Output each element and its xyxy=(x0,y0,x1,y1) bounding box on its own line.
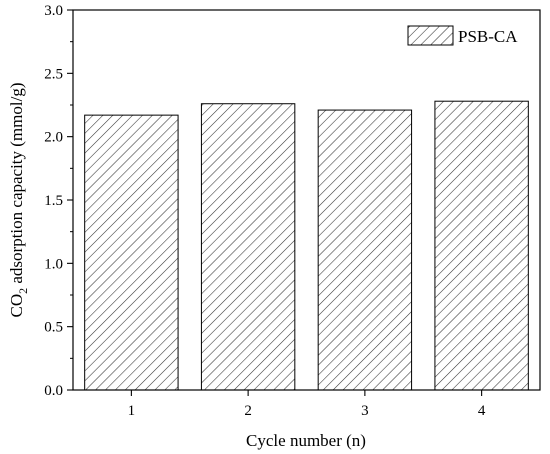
x-tick-label-3: 3 xyxy=(361,403,369,419)
y-tick-label-1.5: 1.5 xyxy=(44,193,63,209)
bars-group xyxy=(84,100,529,391)
x-tick-label-2: 2 xyxy=(244,403,252,419)
y-tick-label-1.0: 1.0 xyxy=(44,256,63,272)
y-tick-label-0.5: 0.5 xyxy=(44,320,63,336)
y-axis-label-prefix: CO xyxy=(7,294,26,318)
bar-2 xyxy=(200,103,296,391)
y-axis: 0.0 0.5 1.0 1.5 2.0 2.5 3.0 xyxy=(44,3,73,399)
x-axis-label: Cycle number (n) xyxy=(246,431,366,450)
bar-1 xyxy=(84,114,179,391)
y-tick-label-0.0: 0.0 xyxy=(44,383,63,399)
legend: PSB-CA xyxy=(407,25,518,46)
bar-3 xyxy=(317,109,413,391)
x-tick-label-1: 1 xyxy=(128,403,136,419)
bar-4 xyxy=(434,100,529,391)
y-axis-label-suffix: adsorption capacity (mmol/g) xyxy=(7,83,26,288)
x-tick-label-4: 4 xyxy=(478,403,486,419)
y-axis-label-subscript: 2 xyxy=(16,288,30,294)
y-tick-label-2.0: 2.0 xyxy=(44,130,63,146)
legend-label: PSB-CA xyxy=(458,27,518,46)
y-tick-label-2.5: 2.5 xyxy=(44,66,63,82)
y-axis-label: CO2 adsorption capacity (mmol/g) xyxy=(7,83,30,318)
legend-swatch xyxy=(407,25,454,46)
x-axis: 1 2 3 4 xyxy=(128,390,486,419)
y-tick-label-3.0: 3.0 xyxy=(44,3,63,19)
